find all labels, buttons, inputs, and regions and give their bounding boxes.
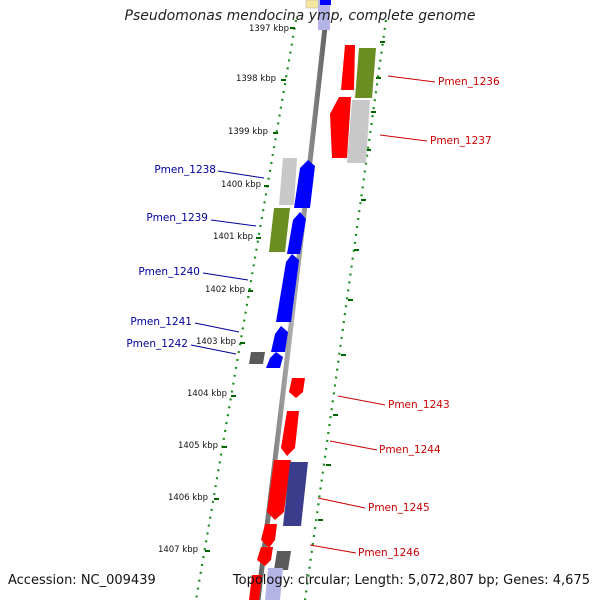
gene-arrow-gray	[347, 100, 370, 163]
gene-label-pmen-1242: Pmen_1242	[126, 338, 188, 350]
kbp-label: 1405 kbp	[178, 441, 218, 451]
gene-block-dark-gray	[249, 352, 265, 364]
genome-summary-text: Topology: circular; Length: 5,072,807 bp…	[232, 573, 590, 588]
kbp-ticks	[205, 27, 295, 552]
gene-block-yellow	[305, 0, 320, 9]
gene-arrow-red-bottom	[249, 575, 262, 600]
gene-block-purple	[283, 462, 308, 526]
right-track-ticks	[318, 41, 385, 521]
right-leader-lines	[309, 75, 436, 554]
kbp-label: 1399 kbp	[228, 127, 268, 137]
accession-text: Accession: NC_009439	[8, 573, 156, 588]
gene-arrow-pmen-1239-blue	[287, 212, 306, 254]
gene-arrow-pmen-1246	[261, 524, 277, 548]
gene-label-pmen-1246: Pmen_1246	[358, 547, 420, 559]
gene-label-pmen-1241: Pmen_1241	[130, 316, 192, 328]
kbp-label: 1401 kbp	[213, 232, 253, 242]
genome-title: Pseudomonas mendocina ymp, complete geno…	[124, 8, 476, 24]
gene-block-dark-gray-2	[274, 551, 291, 570]
gene-arrow-red-2	[330, 97, 351, 158]
gene-label-pmen-1238: Pmen_1238	[154, 164, 216, 176]
genome-backbone	[255, 0, 331, 600]
gene-arrow-pmen-1236	[341, 45, 355, 90]
kbp-label: 1400 kbp	[221, 180, 261, 190]
gene-arrow-pmen-1242	[266, 352, 283, 368]
gene-group-pmen-1238	[279, 158, 315, 208]
gene-label-pmen-1237: Pmen_1237	[430, 135, 492, 147]
gene-arrow-pmen-1241	[271, 326, 288, 352]
gene-arrow-pmen-1238-blue	[294, 160, 315, 208]
gene-label-pmen-1244: Pmen_1244	[379, 444, 441, 456]
gene-arrow-green	[355, 48, 376, 98]
kbp-label: 1397 kbp	[249, 24, 289, 34]
gene-block-lavender-bottom	[265, 568, 283, 600]
gene-block-lavender	[318, 0, 330, 30]
kbp-label: 1407 kbp	[158, 545, 198, 555]
gene-arrow-red-small	[257, 547, 273, 566]
gene-label-pmen-1239: Pmen_1239	[146, 212, 208, 224]
gene-label-pmen-1240: Pmen_1240	[138, 266, 200, 278]
gene-group-pmen-1239	[269, 208, 306, 254]
gene-arrow-pmen-1239-green	[269, 208, 290, 252]
gene-group-pmen-1236	[330, 45, 376, 163]
left-leader-lines	[190, 170, 265, 355]
gene-arrow-pmen-1240	[276, 254, 299, 322]
gene-label-pmen-1243: Pmen_1243	[388, 399, 450, 411]
gene-block-blue	[320, 0, 331, 5]
kbp-label: 1403 kbp	[196, 337, 236, 347]
kbp-label: 1398 kbp	[236, 74, 276, 84]
gene-arrow-pmen-1243	[289, 378, 305, 398]
kbp-label: 1404 kbp	[187, 389, 227, 399]
gene-label-pmen-1245: Pmen_1245	[368, 502, 430, 514]
gene-arrow-pmen-1244	[281, 411, 299, 456]
gene-arrow-pmen-1245	[267, 460, 291, 520]
gene-label-pmen-1236: Pmen_1236	[438, 76, 500, 88]
gene-arrow-pmen-1238-gray	[279, 158, 297, 205]
right-dotted-track	[303, 19, 388, 600]
kbp-label: 1406 kbp	[168, 493, 208, 503]
kbp-label: 1402 kbp	[205, 285, 245, 295]
